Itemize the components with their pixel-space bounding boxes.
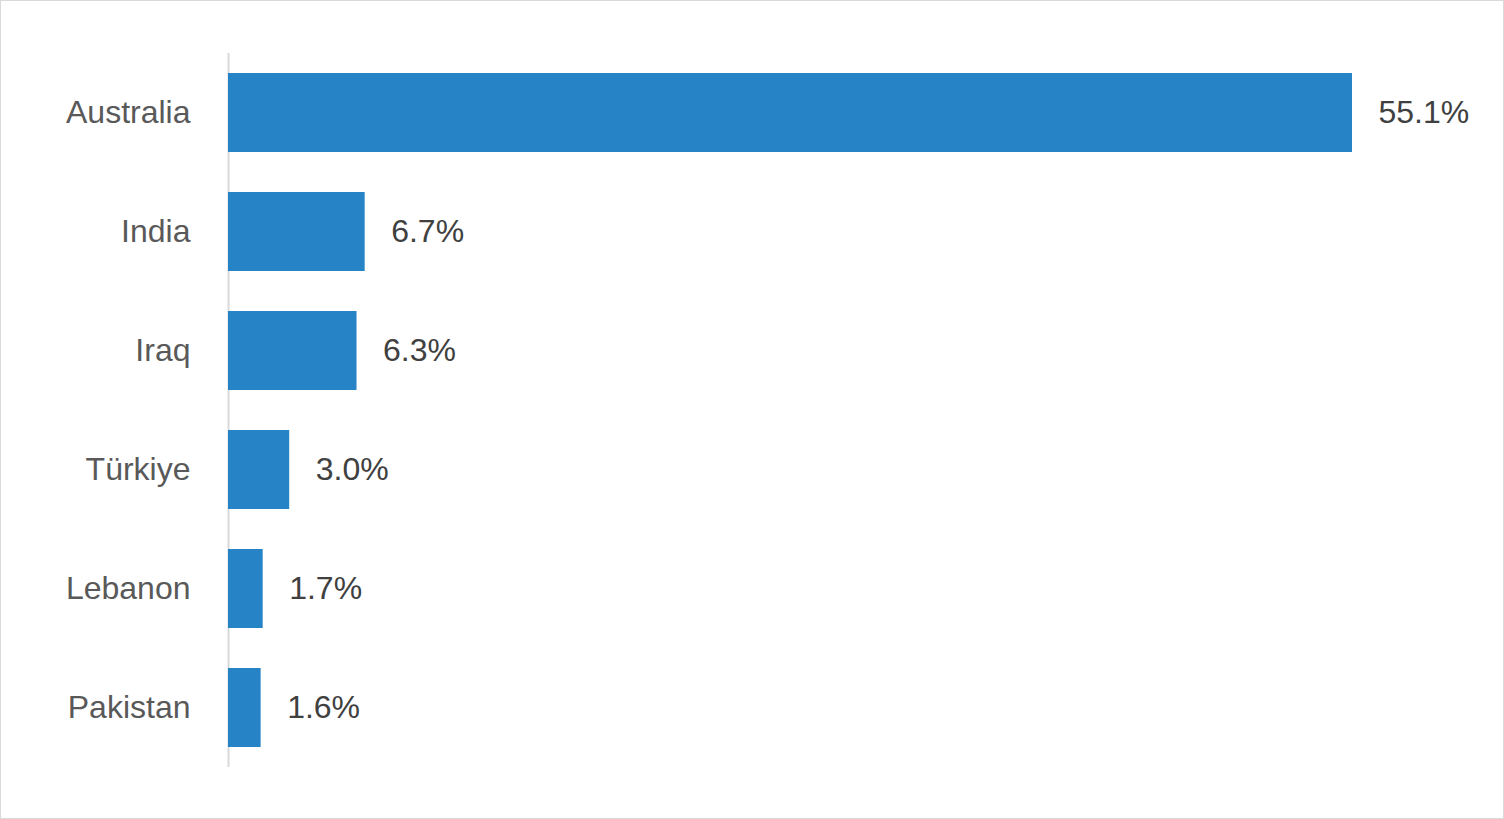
svg-text:Australia: Australia [66,94,191,130]
svg-text:Türkiye: Türkiye [86,451,191,487]
svg-text:Pakistan: Pakistan [68,689,191,725]
svg-text:6.7%: 6.7% [391,213,464,249]
svg-text:6.3%: 6.3% [383,332,456,368]
svg-text:India: India [121,213,191,249]
svg-text:Iraq: Iraq [135,332,190,368]
svg-text:3.0%: 3.0% [316,451,389,487]
svg-text:Lebanon: Lebanon [66,570,191,606]
svg-text:1.7%: 1.7% [289,570,362,606]
svg-text:1.6%: 1.6% [287,689,360,725]
svg-text:55.1%: 55.1% [1379,94,1470,130]
